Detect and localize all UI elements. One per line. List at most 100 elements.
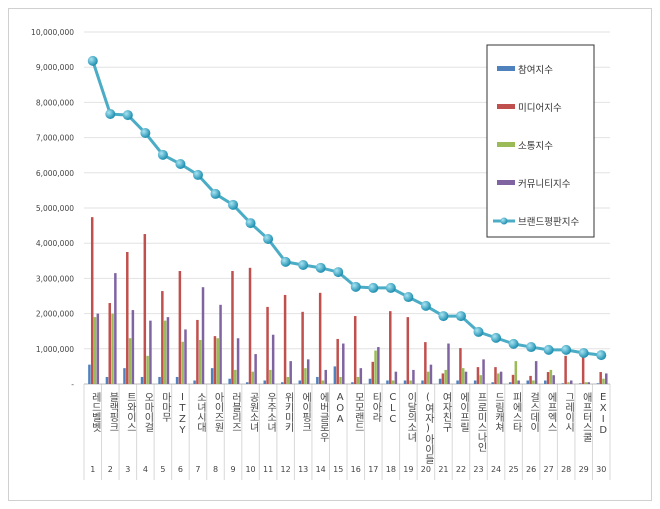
x-rank-label: 25: [508, 465, 519, 474]
bar-미디어지수: [231, 271, 234, 384]
bar-소통지수: [269, 369, 272, 384]
bar-소통지수: [321, 380, 325, 384]
bar-소통지수: [111, 313, 114, 384]
y-tick-label: 3,000,000: [36, 274, 74, 283]
x-category-label: EXID: [597, 392, 609, 436]
x-category-label: 모모랜드: [352, 392, 364, 432]
bar-미디어지수: [406, 317, 410, 384]
line-point: [543, 344, 554, 355]
bar-미디어지수: [196, 319, 199, 384]
line-point: [333, 267, 344, 278]
bar-소통지수: [128, 338, 132, 384]
line-point: [192, 169, 203, 180]
bar-커뮤니티지수: [131, 310, 135, 384]
bar-참여지수: [473, 380, 477, 384]
line-point: [280, 256, 291, 267]
bar-소통지수: [549, 369, 553, 384]
bar-소통지수: [514, 361, 518, 384]
x-category-label: 소녀시대: [194, 392, 206, 432]
bar-커뮤니티지수: [114, 273, 117, 384]
bar-커뮤니티지수: [324, 369, 327, 384]
bar-소통지수: [339, 376, 342, 384]
bar-미디어지수: [424, 342, 427, 384]
bar-커뮤니티지수: [552, 375, 555, 384]
x-category-label: 레드벨벳: [89, 392, 101, 432]
bar-참여지수: [386, 380, 389, 384]
x-category-label: 드림캐쳐: [492, 392, 504, 432]
legend-label: 참여지수: [518, 64, 553, 76]
bar-소통지수: [286, 376, 290, 384]
bar-소통지수: [356, 376, 360, 384]
bar-미디어지수: [213, 336, 217, 384]
x-rank-label: 19: [403, 465, 414, 474]
x-category-label: 에이프릴: [457, 392, 469, 432]
bar-커뮤니티지수: [517, 380, 520, 384]
bar-소통지수: [374, 350, 377, 384]
x-rank-label: 15: [333, 465, 344, 474]
bar-소통지수: [602, 378, 605, 384]
bar-커뮤니티지수: [201, 287, 205, 384]
bar-참여지수: [403, 380, 407, 384]
bar-참여지수: [88, 364, 91, 384]
line-point: [596, 350, 607, 361]
bar-소통지수: [532, 380, 535, 384]
x-rank-label: 29: [578, 465, 589, 474]
bar-소통지수: [461, 368, 465, 384]
bar-소통지수: [181, 341, 184, 384]
bar-미디어지수: [389, 311, 392, 384]
bar-미디어지수: [441, 373, 445, 384]
bar-커뮤니티지수: [587, 382, 590, 384]
y-tick-label: 6,000,000: [36, 169, 74, 178]
bar-미디어지수: [581, 355, 585, 384]
x-category-label: 러블리즈: [229, 392, 241, 432]
bar-미디어지수: [353, 316, 357, 384]
bar-미디어지수: [126, 252, 129, 384]
bar-미디어지수: [459, 348, 462, 384]
x-category-label: 위키미키: [282, 392, 294, 432]
x-category-label: 에이핑크: [299, 392, 311, 432]
legend-label: 브랜드평판지수: [518, 217, 579, 228]
bar-커뮤니티지수: [447, 343, 450, 384]
bar-소통지수: [234, 369, 237, 384]
bar-참여지수: [368, 378, 372, 384]
x-category-label: 블랙핑크: [106, 392, 118, 432]
y-tick-label: 5,000,000: [36, 204, 74, 213]
x-category-label: 애프터스쿨: [580, 392, 592, 442]
line-point: [315, 262, 326, 273]
legend-label: 미디어지수: [518, 103, 562, 114]
bar-미디어지수: [283, 294, 287, 384]
bar-커뮤니티지수: [394, 371, 398, 384]
y-tick-label: 2,000,000: [36, 310, 74, 319]
x-rank-label: 28: [561, 465, 572, 474]
bar-참여지수: [579, 383, 582, 384]
bar-참여지수: [508, 382, 512, 384]
bar-커뮤니티지수: [534, 361, 538, 384]
x-rank-label: 14: [315, 465, 326, 474]
x-category-label: 우주소녀: [264, 392, 276, 432]
line-point: [298, 260, 309, 271]
x-category-label: CLC: [387, 392, 399, 425]
x-rank-label: 30: [596, 465, 607, 474]
bar-소통지수: [198, 340, 202, 384]
x-category-label: 이달의소녀: [404, 392, 416, 442]
bar-참여지수: [263, 380, 266, 384]
bar-커뮤니티지수: [482, 359, 485, 384]
x-rank-label: 20: [420, 465, 431, 474]
bar-커뮤니티지수: [412, 369, 415, 384]
bar-커뮤니티지수: [605, 373, 608, 384]
bar-소통지수: [584, 382, 588, 384]
x-category-label: 에버글로우: [317, 392, 329, 442]
x-category-label: 그레이시: [562, 392, 574, 432]
bar-미디어지수: [546, 372, 550, 384]
bar-참여지수: [438, 378, 442, 384]
x-category-label: 마마무: [159, 392, 171, 422]
x-category-label: (여자)아이들: [422, 392, 434, 464]
x-rank-label: 22: [455, 465, 467, 474]
x-rank-label: 27: [543, 465, 554, 474]
bar-커뮤니티지수: [569, 380, 573, 384]
bar-참여지수: [193, 380, 196, 384]
bar-미디어지수: [336, 338, 339, 384]
bar-커뮤니티지수: [289, 361, 292, 384]
line-point: [420, 300, 431, 311]
line-point: [578, 348, 589, 359]
